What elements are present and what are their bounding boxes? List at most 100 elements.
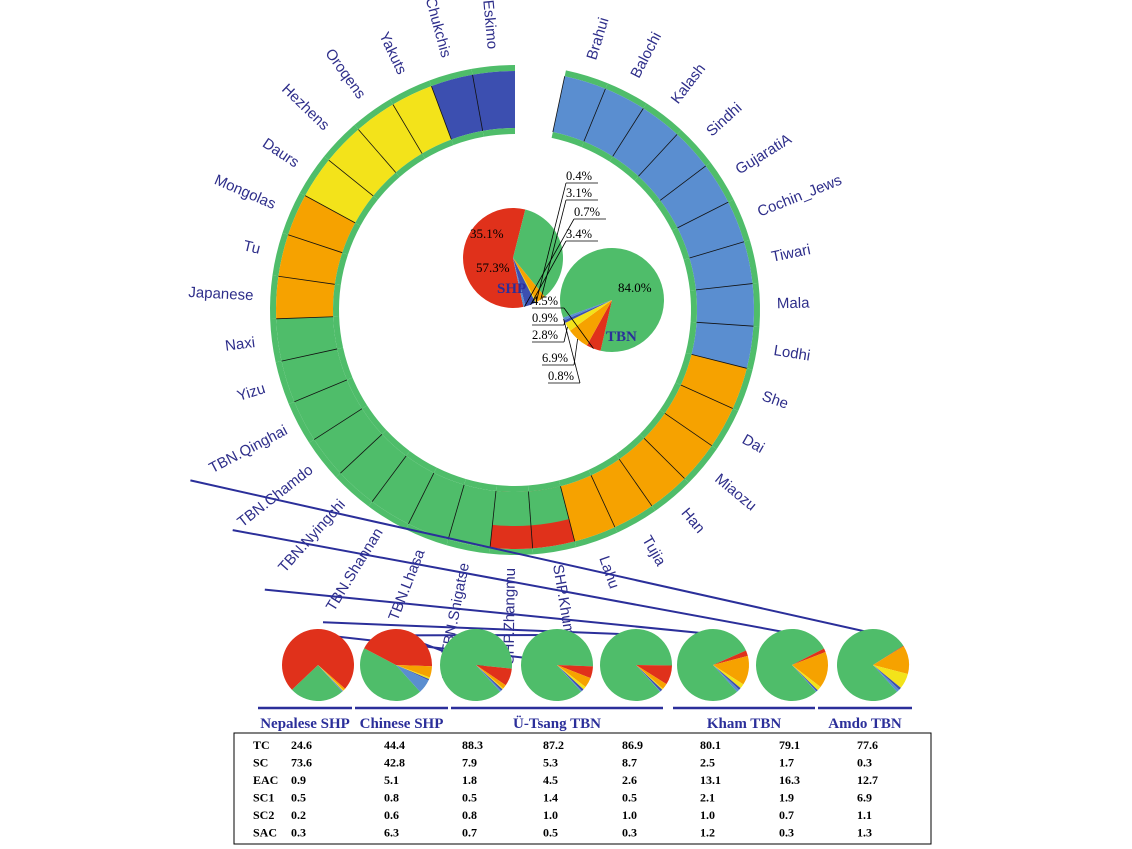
ring-separator: [680, 384, 733, 409]
group-name-kham-tbn: Kham TBN: [707, 716, 781, 732]
ring-rim: [368, 501, 409, 530]
ring-main-band: [358, 104, 423, 173]
ring-main-band: [328, 129, 396, 196]
ring-inner-rim: [495, 485, 529, 492]
small-pie-tbn-nyingchi-slice-sc2: [713, 665, 741, 690]
table-cell-sc2-tbn-shannan: 1.0: [622, 808, 637, 822]
pie-shp-label-sc: 57.3%: [476, 260, 510, 275]
ring-inner-rim: [588, 454, 620, 476]
pie-tbn-slice-eac: [570, 300, 612, 346]
population-label-yakuts: Yakuts: [375, 29, 410, 77]
small-pie-tbn-shannan-slice-eac: [636, 665, 667, 689]
pie-tbn-leader: [563, 307, 594, 349]
population-label-sindhi: Sindhi: [703, 99, 745, 140]
ring-main-band: [560, 475, 615, 542]
table-cell-sc1-shp-zhangmu: 0.8: [384, 791, 399, 805]
ring-segment-dai: [659, 382, 739, 450]
ring-inner-rim: [337, 347, 353, 380]
population-label-tujia: Tujia: [638, 533, 669, 570]
ring-inner-rim: [332, 284, 341, 317]
small-pie-tbn-shigatse-slice-sc2: [476, 665, 503, 691]
small-pie-shp-zhangmu-slice-sc: [364, 629, 433, 667]
ring-inner-rim: [346, 377, 368, 409]
ring-separator: [288, 234, 343, 254]
ring-main-band: [552, 76, 606, 142]
ring-separator: [328, 159, 374, 197]
table-row-label-sac: SAC: [253, 826, 277, 840]
ring-rim: [471, 65, 515, 75]
ring-separator: [528, 491, 534, 549]
table-cell-sac-tbn-qinghai: 1.3: [857, 826, 872, 840]
ring-inner-rim: [464, 478, 497, 491]
ring-inner-rim: [655, 200, 678, 231]
table-cell-sac-tbn-shannan: 0.3: [622, 826, 637, 840]
ring-segment-mala: [689, 282, 761, 327]
table-cell-eac-tbn-chamdo: 16.3: [779, 773, 800, 787]
table-cell-sc2-shp-khumbu: 0.2: [291, 808, 306, 822]
ring-segment-hezhens: [324, 124, 400, 200]
table-cell-sc1-tbn-shannan: 0.5: [622, 791, 637, 805]
population-label-shp-zhangmu: SHP.Zhangmu: [501, 568, 519, 665]
ring-separator: [638, 134, 678, 177]
ring-separator: [431, 85, 452, 140]
ring-segment-yizu: [275, 347, 353, 405]
small-pie-tbn-qinghai-slice-sc2: [873, 665, 901, 690]
ring-segment-tbn-shigatse: [446, 478, 497, 554]
ring-main-band: [591, 459, 652, 528]
ring-main-band: [408, 472, 465, 540]
small-pie-tbn-chamdo-slice-tc: [756, 628, 825, 701]
population-label-tbn-qinghai: TBN.Qinghai: [206, 422, 290, 477]
population-label-balochi: Balochi: [627, 29, 665, 81]
ring-separator: [590, 475, 616, 528]
group-header-bars: Nepalese SHP Chinese SHP Ü-Tsang TBN Kham T…: [258, 706, 912, 732]
ring-main-band: [392, 86, 452, 154]
ring-rim: [309, 439, 341, 478]
table-cell-sc1-tbn-qinghai: 6.9: [857, 791, 872, 805]
group-name-chinese-shp: Chinese SHP: [360, 716, 444, 732]
table-row-label-sc2: SC2: [253, 808, 274, 822]
ring-separator: [392, 104, 423, 154]
population-label-hezhens: Hezhens: [278, 81, 332, 134]
ring-rim: [614, 505, 656, 533]
pie-shp-slice-sac: [513, 258, 526, 307]
table-cell-sc-tbn-qinghai: 0.3: [857, 756, 872, 770]
pie-shp-label-tc: 35.1%: [470, 226, 504, 241]
pie-shp-slice-sc: [463, 208, 526, 309]
small-pie-tbn-nyingchi-slice-eac: [713, 655, 750, 685]
small-pie-tbn-nyingchi-slice-sc: [713, 650, 748, 665]
table-cell-tc-tbn-qinghai: 77.6: [857, 738, 878, 752]
pie-shp-leader: [530, 240, 567, 305]
ring-segment-tbn-shannan: [368, 451, 437, 530]
population-label-chukchis: Chukchis: [422, 0, 455, 59]
table-row-label-sc1: SC1: [253, 791, 274, 805]
small-pie-tbn-nyingchi: [677, 628, 750, 701]
small-pie-shp-zhangmu-slice-tc: [360, 648, 421, 701]
table-cell-sac-tbn-nyingchi: 1.2: [700, 826, 715, 840]
table-cell-sc-tbn-chamdo: 1.7: [779, 756, 794, 770]
pie-shp-name: SHP: [497, 281, 526, 297]
small-pie-tbn-chamdo-slice-sc2: [792, 665, 818, 692]
population-label-oroqens: Oroqens: [322, 46, 369, 103]
small-pie-shp-khumbu-slice-sc: [282, 628, 355, 690]
table-cell-sc2-tbn-shigatse: 0.8: [462, 808, 477, 822]
population-label-han: Han: [678, 505, 709, 537]
ring-rim: [275, 361, 295, 405]
small-pie-tbn-qinghai-slice-sc: [873, 645, 904, 665]
pie-shp-label-sc2: 3.4%: [566, 227, 592, 241]
ring-inner-rim: [422, 139, 454, 159]
ring-separator: [371, 455, 407, 502]
small-pie-tbn-lhasa-slice-eac: [557, 665, 591, 687]
small-pie-tbn-chamdo-slice-sc: [792, 648, 826, 665]
table-cell-sac-tbn-lhasa: 0.5: [543, 826, 558, 840]
table-cell-eac-tbn-nyingchi: 13.1: [700, 773, 721, 787]
ring-main-band: [431, 74, 483, 140]
ring-separator: [408, 472, 435, 525]
pie-shp-label-sac: 0.7%: [574, 205, 600, 219]
pie-shp: [463, 208, 564, 309]
ring-segment-tbn-lhasa: [405, 467, 466, 546]
table-cell-sc2-shp-zhangmu: 0.6: [384, 808, 399, 822]
population-label-tbn-lhasa: TBN.Lhasa: [385, 546, 428, 623]
ring-separator: [489, 490, 497, 548]
group-name-nepalese-shp: Nepalese SHP: [260, 716, 350, 732]
ring-main-band: [472, 70, 515, 131]
